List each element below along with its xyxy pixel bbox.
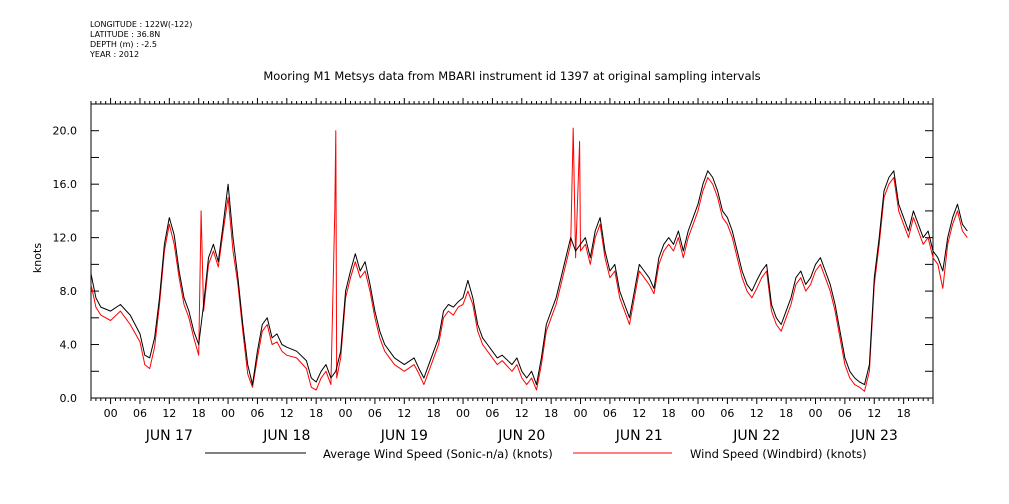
x-day-label: JUN 23: [850, 428, 898, 444]
y-tick-label: 16.0: [53, 178, 78, 191]
x-day-label: JUN 20: [497, 428, 545, 444]
mooring-metadata: LONGITUDE : 122W(-122) LATITUDE : 36.8N …: [90, 20, 192, 60]
x-day-label: JUN 17: [145, 428, 193, 444]
y-tick-label: 4.0: [60, 339, 78, 352]
x-tick-label: 00: [809, 407, 823, 420]
latitude-label: LATITUDE : 36.8N: [90, 30, 161, 39]
y-tick-label: 0.0: [60, 392, 78, 405]
x-tick-label: 18: [192, 407, 206, 420]
x-tick-label: 06: [250, 407, 264, 420]
x-tick-label: 18: [779, 407, 793, 420]
series-layer: [90, 127, 968, 392]
x-day-label: JUN 18: [262, 428, 310, 444]
depth-label: DEPTH (m) : -2.5: [90, 40, 157, 49]
x-tick-label: 06: [720, 407, 734, 420]
x-tick-label: 12: [750, 407, 764, 420]
x-tick-label: 06: [485, 407, 499, 420]
x-tick-label: 00: [691, 407, 705, 420]
x-tick-label: 00: [104, 407, 118, 420]
x-tick-label: 18: [662, 407, 676, 420]
x-tick-label: 12: [162, 407, 176, 420]
x-tick-label: 00: [456, 407, 470, 420]
year-label: YEAR : 2012: [90, 50, 140, 59]
x-tick-label: 18: [897, 407, 911, 420]
plot-frame: [90, 103, 934, 399]
x-tick-label: 12: [515, 407, 529, 420]
axes: 00 06 12 18 00 06 12 18 00 06 12 18 00 06 12 18 00 06 12 18…: [53, 98, 934, 444]
y-axis-label: knots: [31, 243, 44, 273]
y-tick-label: 20.0: [53, 125, 78, 138]
series-line-windbird: [90, 127, 968, 392]
x-day-label: JUN 19: [380, 428, 428, 444]
x-day-label: JUN 22: [732, 428, 780, 444]
x-tick-label: 00: [221, 407, 235, 420]
x-tick-label: 12: [397, 407, 411, 420]
x-day-label: JUN 21: [615, 428, 663, 444]
x-tick-label: 18: [309, 407, 323, 420]
legend-label-average-wind: Average Wind Speed (Sonic-n/a) (knots): [323, 447, 553, 461]
series-line-average-wind: [90, 170, 968, 386]
x-tick-label: 06: [368, 407, 382, 420]
y-tick-label: 12.0: [53, 232, 78, 245]
x-tick-label: 06: [133, 407, 147, 420]
x-tick-label: 06: [603, 407, 617, 420]
x-tick-label: 18: [427, 407, 441, 420]
chart-title: Mooring M1 Metsys data from MBARI instru…: [263, 69, 760, 83]
x-tick-label: 12: [867, 407, 881, 420]
x-tick-label: 00: [574, 407, 588, 420]
x-tick-label: 12: [280, 407, 294, 420]
x-tick-label: 12: [632, 407, 646, 420]
legend: Average Wind Speed (Sonic-n/a) (knots) W…: [205, 447, 867, 461]
x-tick-label: 00: [339, 407, 353, 420]
x-tick-label: 06: [838, 407, 852, 420]
y-tick-label: 8.0: [60, 285, 78, 298]
longitude-label: LONGITUDE : 122W(-122): [90, 20, 193, 29]
x-tick-label: 18: [544, 407, 558, 420]
legend-label-windbird: Wind Speed (Windbird) (knots): [690, 447, 867, 461]
